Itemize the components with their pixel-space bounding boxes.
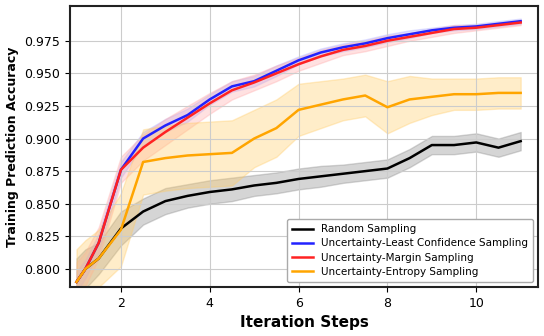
Uncertainty-Least Confidence Sampling	[140, 136, 146, 140]
Random Sampling	[228, 187, 235, 192]
Uncertainty-Margin Sampling	[384, 39, 391, 43]
Uncertainty-Margin Sampling	[251, 80, 257, 84]
Uncertainty-Entropy Sampling	[162, 156, 169, 160]
Random Sampling	[340, 172, 347, 176]
Uncertainty-Least Confidence Sampling	[362, 41, 368, 45]
Uncertainty-Margin Sampling	[118, 168, 124, 172]
Uncertainty-Entropy Sampling	[251, 136, 257, 140]
Uncertainty-Margin Sampling	[95, 241, 102, 245]
Uncertainty-Entropy Sampling	[473, 92, 479, 96]
Uncertainty-Entropy Sampling	[318, 102, 324, 107]
Uncertainty-Entropy Sampling	[95, 256, 102, 260]
Uncertainty-Margin Sampling	[473, 26, 479, 30]
Random Sampling	[184, 194, 191, 198]
Uncertainty-Entropy Sampling	[406, 97, 413, 101]
Uncertainty-Margin Sampling	[429, 31, 435, 35]
Uncertainty-Entropy Sampling	[340, 97, 347, 101]
Random Sampling	[384, 167, 391, 171]
Uncertainty-Entropy Sampling	[517, 91, 524, 95]
Uncertainty-Entropy Sampling	[118, 228, 124, 232]
Uncertainty-Margin Sampling	[295, 62, 302, 66]
Random Sampling	[318, 174, 324, 178]
Uncertainty-Entropy Sampling	[295, 108, 302, 112]
Uncertainty-Margin Sampling	[73, 280, 80, 284]
Uncertainty-Margin Sampling	[273, 71, 280, 75]
Random Sampling	[406, 156, 413, 160]
Uncertainty-Least Confidence Sampling	[473, 25, 479, 29]
Uncertainty-Least Confidence Sampling	[495, 22, 502, 26]
X-axis label: Iteration Steps: Iteration Steps	[240, 316, 369, 330]
Uncertainty-Entropy Sampling	[273, 126, 280, 130]
Uncertainty-Margin Sampling	[495, 23, 502, 27]
Uncertainty-Least Confidence Sampling	[162, 124, 169, 128]
Random Sampling	[451, 143, 458, 147]
Uncertainty-Margin Sampling	[451, 27, 458, 31]
Uncertainty-Least Confidence Sampling	[451, 26, 458, 30]
Uncertainty-Least Confidence Sampling	[318, 50, 324, 54]
Uncertainty-Least Confidence Sampling	[406, 32, 413, 36]
Uncertainty-Margin Sampling	[362, 44, 368, 48]
Random Sampling	[295, 177, 302, 181]
Uncertainty-Least Confidence Sampling	[95, 241, 102, 245]
Random Sampling	[140, 210, 146, 214]
Uncertainty-Entropy Sampling	[184, 154, 191, 158]
Random Sampling	[207, 190, 213, 194]
Line: Uncertainty-Margin Sampling: Uncertainty-Margin Sampling	[77, 23, 521, 282]
Uncertainty-Margin Sampling	[340, 48, 347, 52]
Uncertainty-Least Confidence Sampling	[273, 69, 280, 73]
Random Sampling	[95, 256, 102, 260]
Uncertainty-Entropy Sampling	[228, 151, 235, 155]
Line: Random Sampling: Random Sampling	[77, 141, 521, 282]
Uncertainty-Entropy Sampling	[73, 280, 80, 284]
Uncertainty-Least Confidence Sampling	[295, 58, 302, 62]
Line: Uncertainty-Least Confidence Sampling: Uncertainty-Least Confidence Sampling	[77, 21, 521, 282]
Random Sampling	[429, 143, 435, 147]
Uncertainty-Margin Sampling	[517, 20, 524, 25]
Uncertainty-Margin Sampling	[406, 35, 413, 39]
Uncertainty-Least Confidence Sampling	[340, 45, 347, 49]
Uncertainty-Margin Sampling	[318, 54, 324, 58]
Uncertainty-Least Confidence Sampling	[73, 280, 80, 284]
Uncertainty-Margin Sampling	[207, 101, 213, 106]
Line: Uncertainty-Entropy Sampling: Uncertainty-Entropy Sampling	[77, 93, 521, 282]
Uncertainty-Margin Sampling	[162, 130, 169, 134]
Uncertainty-Entropy Sampling	[207, 152, 213, 156]
Random Sampling	[517, 139, 524, 143]
Uncertainty-Entropy Sampling	[429, 95, 435, 99]
Uncertainty-Margin Sampling	[228, 88, 235, 92]
Random Sampling	[273, 181, 280, 185]
Random Sampling	[82, 267, 89, 271]
Random Sampling	[118, 226, 124, 230]
Random Sampling	[495, 145, 502, 150]
Uncertainty-Entropy Sampling	[82, 267, 89, 271]
Uncertainty-Least Confidence Sampling	[118, 168, 124, 172]
Uncertainty-Least Confidence Sampling	[207, 97, 213, 101]
Uncertainty-Entropy Sampling	[384, 105, 391, 109]
Uncertainty-Margin Sampling	[82, 267, 89, 271]
Uncertainty-Margin Sampling	[140, 145, 146, 150]
Legend: Random Sampling, Uncertainty-Least Confidence Sampling, Uncertainty-Margin Sampl: Random Sampling, Uncertainty-Least Confi…	[287, 219, 533, 282]
Y-axis label: Training Prediction Accuracy: Training Prediction Accuracy	[5, 46, 18, 247]
Random Sampling	[162, 199, 169, 203]
Uncertainty-Least Confidence Sampling	[384, 36, 391, 40]
Uncertainty-Margin Sampling	[184, 116, 191, 120]
Random Sampling	[473, 140, 479, 144]
Uncertainty-Least Confidence Sampling	[517, 19, 524, 23]
Random Sampling	[362, 169, 368, 173]
Uncertainty-Entropy Sampling	[362, 93, 368, 97]
Random Sampling	[73, 280, 80, 284]
Uncertainty-Least Confidence Sampling	[429, 28, 435, 32]
Uncertainty-Entropy Sampling	[495, 91, 502, 95]
Uncertainty-Entropy Sampling	[451, 92, 458, 96]
Uncertainty-Entropy Sampling	[140, 160, 146, 164]
Uncertainty-Least Confidence Sampling	[251, 79, 257, 83]
Uncertainty-Least Confidence Sampling	[184, 113, 191, 117]
Uncertainty-Least Confidence Sampling	[228, 84, 235, 88]
Random Sampling	[251, 183, 257, 187]
Uncertainty-Least Confidence Sampling	[82, 267, 89, 271]
